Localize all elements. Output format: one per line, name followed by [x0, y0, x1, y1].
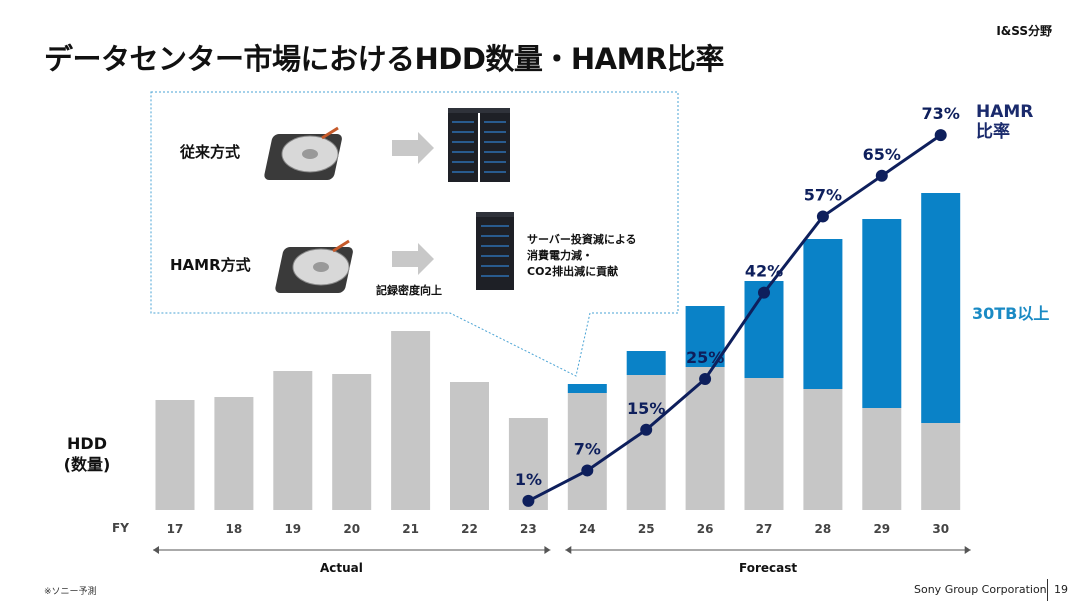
x-tick-label: 20 [343, 522, 360, 536]
period-label-actual: Actual [320, 561, 363, 575]
hamr-ratio-data-label: 42% [745, 262, 783, 281]
hamr-ratio-point-fy25 [640, 423, 653, 436]
bar-hdd-fy28 [803, 389, 843, 510]
hamr-ratio-data-label: 1% [515, 470, 542, 489]
server-benefit-note: サーバー投資減による 消費電力減・ CO2排出減に貢献 [527, 232, 637, 280]
bar-30tb-fy30 [921, 193, 961, 423]
bar-hdd-fy17 [155, 400, 195, 510]
period-label-forecast: Forecast [739, 561, 798, 575]
30tb-series-label: 30TB以上 [972, 304, 1050, 323]
x-tick-label: 22 [461, 522, 478, 536]
hamr-ratio-data-label: 65% [863, 145, 901, 164]
page-number: 19 [1054, 583, 1068, 596]
bar-hdd-fy22 [450, 382, 489, 510]
bars-layer [155, 193, 961, 510]
density-note: 記録密度向上 [376, 284, 442, 297]
y-axis-label-line: HDD [67, 434, 107, 453]
hamr-ratio-point-fy26 [699, 373, 712, 385]
hard-drive-icon [275, 239, 353, 293]
hamr-ratio-line-layer: 1% 7% 15% 25% 42% 57% 65% 73% [515, 104, 960, 507]
x-tick-label: 23 [520, 522, 537, 536]
x-tick-label: 24 [579, 522, 596, 536]
server-note-line: CO2排出減に貢献 [527, 265, 619, 278]
hamr-ratio-point-fy30 [934, 129, 947, 142]
server-note-line: サーバー投資減による [527, 233, 637, 246]
bar-hdd-fy21 [391, 331, 431, 510]
hamr-method-label: HAMR方式 [170, 256, 251, 274]
server-note-line: 消費電力減・ [527, 249, 593, 262]
server-rack-icon [448, 108, 510, 182]
bar-hdd-fy25 [626, 375, 666, 510]
legend-line-text: 比率 [976, 122, 1010, 142]
y-axis-label: HDD (数量) [56, 433, 118, 475]
x-tick-label: 30 [932, 522, 949, 536]
bar-30tb-fy25 [626, 351, 666, 375]
bar-30tb-fy28 [803, 239, 843, 389]
hard-drive-icon [264, 126, 342, 180]
x-tick-label: 29 [873, 522, 890, 536]
hamr-ratio-point-fy29 [875, 169, 888, 182]
x-tick-label: 17 [167, 522, 184, 536]
footer-divider [1047, 579, 1048, 601]
x-axis-label: FY [112, 521, 129, 535]
bar-hdd-fy27 [744, 378, 784, 510]
period-arrow-forecast [565, 546, 971, 554]
section-label: I&SS分野 [996, 24, 1052, 38]
x-tick-label: 27 [756, 522, 773, 536]
bar-hdd-fy26 [685, 367, 725, 510]
x-tick-label: 28 [815, 522, 832, 536]
hamr-ratio-data-label: 73% [922, 104, 960, 123]
arrow-right-icon [392, 132, 434, 164]
hamr-ratio-series-label: HAMR 比率 [976, 102, 1033, 142]
server-rack-icon [476, 212, 514, 290]
bar-30tb-fy29 [862, 219, 902, 408]
hamr-ratio-point-fy24 [581, 464, 594, 477]
arrow-right-icon [392, 243, 434, 275]
conventional-method-label: 従来方式 [180, 143, 241, 161]
bar-hdd-fy18 [214, 397, 254, 510]
bar-30tb-fy26 [685, 306, 725, 367]
footnote: ※ソニー予測 [44, 587, 97, 597]
x-tick-label: 21 [402, 522, 419, 536]
x-tick-layer: 17 18 19 20 21 22 23 24 25 26 27 28 29 30 [167, 522, 949, 536]
hamr-ratio-point-fy28 [816, 210, 829, 223]
hamr-ratio-data-label: 57% [804, 185, 842, 204]
hamr-ratio-line [527, 133, 942, 503]
bar-hdd-fy29 [862, 408, 902, 510]
period-arrow-actual [153, 546, 551, 554]
hamr-ratio-data-label: 25% [686, 348, 724, 367]
bar-hdd-fy19 [273, 371, 313, 510]
bar-hdd-fy24 [567, 393, 607, 510]
x-tick-label: 25 [638, 522, 655, 536]
x-tick-label: 19 [284, 522, 301, 536]
bar-hdd-fy30 [921, 423, 961, 510]
y-axis-label-line: (数量) [63, 455, 111, 474]
hamr-ratio-data-label: 7% [574, 439, 601, 458]
hamr-ratio-point-fy23 [522, 494, 535, 507]
bar-hdd-fy20 [332, 374, 372, 510]
company-name: Sony Group Corporation [914, 583, 1047, 596]
bar-30tb-fy24 [567, 384, 607, 393]
x-tick-label: 26 [697, 522, 714, 536]
x-tick-label: 18 [226, 522, 243, 536]
period-arrows [153, 546, 971, 554]
legend-line-text: HAMR [976, 102, 1034, 122]
page-title: データセンター市場におけるHDD数量・HAMR比率 [44, 42, 724, 76]
hamr-ratio-data-label: 15% [627, 399, 665, 418]
hamr-ratio-point-fy27 [758, 286, 770, 299]
